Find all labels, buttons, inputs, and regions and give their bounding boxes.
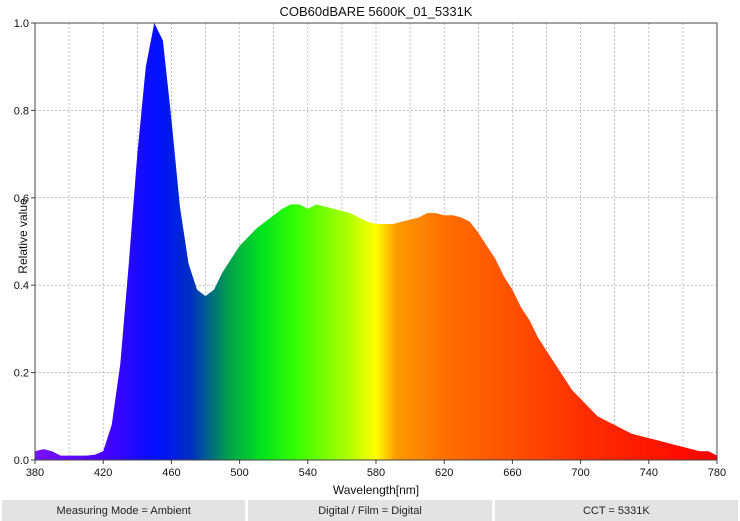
x-tick-label: 380 — [26, 467, 44, 479]
y-axis-label: Relative value — [16, 198, 30, 274]
y-tick-label: 0.6 — [14, 193, 29, 205]
x-tick-label: 580 — [367, 467, 385, 479]
x-tick-label: 740 — [640, 467, 658, 479]
chart-title: COB60dBARE 5600K_01_5331K — [280, 4, 473, 19]
spectrum-chart: COB60dBARE 5600K_01_5331K 380 420 460 500 54… — [14, 4, 726, 497]
measuring-mode: Measuring Mode = Ambient — [2, 500, 246, 521]
x-tick-label: 420 — [94, 467, 112, 479]
x-tick-label: 700 — [571, 467, 589, 479]
status-footer: Measuring Mode = Ambient Digital / Film … — [2, 500, 738, 521]
x-axis-label: Wavelength[nm] — [333, 483, 419, 497]
x-tick-label: 660 — [503, 467, 521, 479]
x-tick-label: 780 — [708, 467, 726, 479]
x-tick-label: 620 — [435, 467, 453, 479]
y-tick-label: 1.0 — [14, 18, 29, 30]
x-tick-label: 460 — [162, 467, 180, 479]
x-tick-label: 500 — [230, 467, 248, 479]
spectrum-area — [35, 23, 717, 460]
digital-film-mode: Digital / Film = Digital — [248, 500, 492, 521]
x-tick-label: 540 — [299, 467, 317, 479]
y-tick-label: 0.0 — [14, 455, 29, 467]
cct-value: CCT = 5331K — [494, 500, 738, 521]
y-tick-label: 0.2 — [14, 368, 29, 380]
y-tick-label: 0.8 — [14, 105, 29, 117]
y-tick-label: 0.4 — [14, 280, 29, 292]
